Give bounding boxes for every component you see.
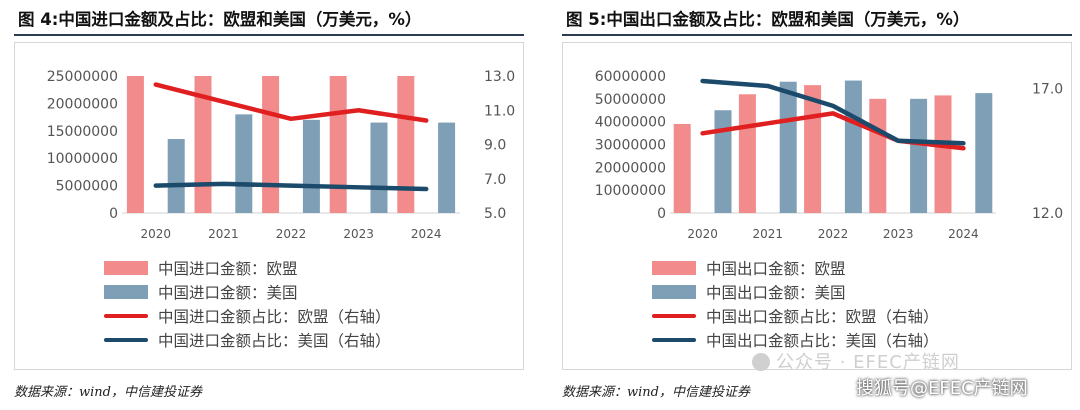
data-source-note: 数据来源：wind，中信建投证券	[14, 385, 202, 400]
y-tick-label: 25000000	[47, 69, 118, 85]
bar-eu	[673, 123, 691, 213]
wechat-icon	[752, 353, 770, 371]
y-tick-label: 5000000	[56, 179, 118, 195]
legend-label: 中国进口金额占比：美国（右轴）	[158, 332, 391, 350]
bar-us	[438, 122, 456, 213]
legend-label: 中国进口金额占比：欧盟（右轴）	[158, 308, 391, 326]
x-tick-label: 2024	[411, 227, 442, 241]
y2-tick-label: 7.0	[484, 172, 506, 188]
bar-us	[167, 139, 185, 213]
chart-svg-exports: 0 10000000 20000000 30000000 40000000 5000000…	[595, 69, 1063, 241]
legend-swatch	[652, 285, 696, 299]
legend-swatch	[104, 261, 148, 275]
bar-us	[235, 114, 253, 213]
y-tick-label: 30000000	[595, 138, 666, 154]
y2-tick-label: 12.0	[1032, 206, 1063, 222]
legend-line	[104, 314, 148, 318]
title-rule	[14, 34, 524, 36]
legend-label: 中国出口金额占比：欧盟（右轴）	[706, 308, 939, 326]
x-tick-label: 2023	[883, 227, 914, 241]
legend-swatch	[652, 261, 696, 275]
y2-tick-label: 11.0	[484, 103, 515, 119]
y-tick-label: 15000000	[47, 124, 118, 140]
x-tick-label: 2020	[141, 227, 172, 241]
bar-us	[779, 81, 797, 213]
y-tick-label: 20000000	[595, 160, 666, 176]
x-tick-label: 2020	[687, 227, 718, 241]
y-tick-label: 50000000	[595, 92, 666, 108]
bar-eu	[934, 95, 952, 213]
chart-panel-exports: 图 5:中国出口金额及占比：欧盟和美国（万美元，%） 0 10000000 2000…	[548, 0, 1080, 410]
bar-us	[844, 80, 862, 213]
bar-eu	[194, 76, 212, 213]
chart-panel-imports: 图 4:中国进口金额及占比：欧盟和美国（万美元，%） 0 5000000 10000…	[0, 0, 532, 410]
x-tick-label: 2023	[343, 227, 374, 241]
chart-title: 图 5:中国出口金额及占比：欧盟和美国（万美元，%）	[566, 10, 970, 29]
legend-label: 中国出口金额占比：美国（右轴）	[706, 332, 939, 350]
legend-label: 中国进口金额：欧盟	[158, 260, 298, 278]
watermark-text: 公众号 · EFEC产链网	[776, 352, 960, 373]
legend-swatch	[104, 285, 148, 299]
series-line-us	[153, 181, 429, 192]
bar-eu	[397, 76, 415, 213]
y-tick-label: 10000000	[47, 151, 118, 167]
y2-tick-label: 17.0	[1032, 81, 1063, 97]
y-tick-label: 60000000	[595, 69, 666, 85]
bar-us	[714, 110, 732, 213]
data-source-note: 数据来源：wind，中信建投证券	[562, 385, 750, 400]
legend-label: 中国进口金额：美国	[158, 284, 298, 302]
series-line-eu	[153, 82, 429, 123]
x-tick-label: 2022	[276, 227, 307, 241]
bar-us	[302, 119, 320, 213]
legend-line	[652, 338, 696, 342]
bar-eu	[804, 85, 822, 213]
watermark-sohu: 搜狐号@EFEC产链网	[856, 378, 1028, 399]
x-tick-label: 2021	[753, 227, 784, 241]
legend-label: 中国出口金额：美国	[706, 284, 846, 302]
y-tick-label: 40000000	[595, 115, 666, 131]
x-tick-label: 2024	[948, 227, 979, 241]
y-tick-label: 0	[657, 206, 666, 222]
y-tick-label: 0	[109, 206, 118, 222]
bar-eu	[262, 76, 280, 213]
bar-eu	[126, 76, 144, 213]
y-tick-label: 20000000	[47, 96, 118, 112]
y2-tick-label: 13.0	[484, 69, 515, 85]
y2-tick-label: 5.0	[484, 206, 506, 222]
chart-title: 图 4:中国进口金额及占比：欧盟和美国（万美元，%）	[18, 10, 422, 29]
x-tick-label: 2021	[208, 227, 239, 241]
legend-label: 中国出口金额：欧盟	[706, 260, 846, 278]
chart-svg-imports: 0 5000000 10000000 15000000 20000000 25000000…	[47, 69, 515, 241]
y2-tick-label: 9.0	[484, 138, 506, 154]
bar-eu	[329, 76, 347, 213]
legend-line	[104, 338, 148, 342]
legend-line	[652, 314, 696, 318]
watermark-wechat: 公众号 · EFEC产链网	[752, 348, 960, 374]
bar-us	[370, 122, 388, 213]
series-line-us	[700, 78, 966, 146]
bar-us	[975, 93, 993, 213]
bar-eu	[738, 94, 756, 213]
bar-us	[910, 98, 928, 213]
x-tick-label: 2022	[818, 227, 849, 241]
bar-eu	[869, 98, 887, 213]
title-rule	[562, 34, 1072, 36]
y-tick-label: 10000000	[595, 183, 666, 199]
